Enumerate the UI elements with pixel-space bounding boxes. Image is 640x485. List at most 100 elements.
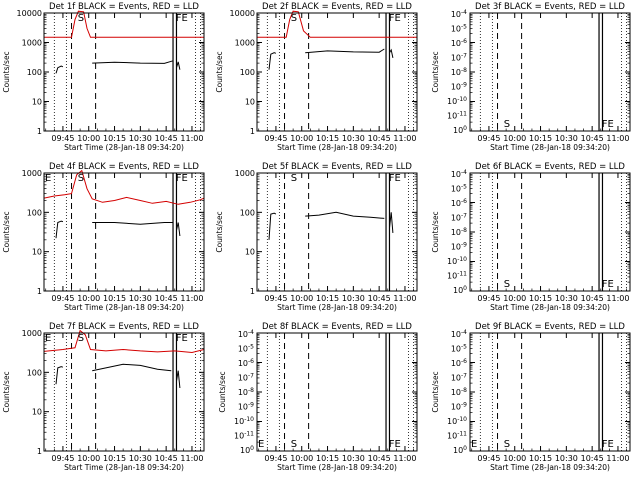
x-tick-label: 09:45 bbox=[51, 294, 74, 303]
x-tick-label: 11:00 bbox=[180, 294, 203, 303]
event-marker-label: FE bbox=[176, 13, 188, 24]
events-series-line bbox=[389, 212, 394, 233]
y-tick-exponent: -5 bbox=[461, 184, 467, 191]
y-tick-exponent: -9 bbox=[461, 82, 467, 89]
y-tick-exponent: -4 bbox=[461, 169, 467, 176]
y-axis-label: Counts/sec bbox=[431, 371, 440, 412]
y-tick-label: 10-5 bbox=[451, 184, 467, 194]
y-tick-label: 100 bbox=[240, 208, 255, 217]
y-tick-label: 10-6 bbox=[451, 198, 467, 208]
x-tick-label: 10:45 bbox=[368, 134, 391, 143]
panel-title: Det 3f BLACK = Events, RED = LLD bbox=[475, 2, 625, 12]
y-tick-label: 10-11 bbox=[447, 271, 467, 281]
y-tick-base: 10 bbox=[240, 446, 250, 455]
event-marker-label: FE bbox=[389, 173, 401, 184]
y-tick-base: 10 bbox=[447, 257, 457, 266]
y-tick-base: 10 bbox=[238, 359, 248, 368]
event-marker-label: S bbox=[78, 173, 84, 184]
y-tick-base: 10 bbox=[447, 432, 457, 441]
event-marker-label: S bbox=[504, 119, 510, 130]
x-tick-label: 09:45 bbox=[264, 134, 287, 143]
event-marker-label: E bbox=[258, 439, 264, 450]
y-tick-base: 10 bbox=[451, 228, 461, 237]
y-tick-label: 10-7 bbox=[451, 373, 467, 383]
x-tick-label: 10:45 bbox=[581, 454, 604, 463]
y-tick-base: 10 bbox=[238, 374, 248, 383]
events-series-line bbox=[305, 48, 385, 54]
x-tick-label: 10:45 bbox=[155, 454, 178, 463]
event-marker-label: FE bbox=[602, 119, 614, 130]
events-series-line bbox=[268, 212, 277, 240]
events-series-line bbox=[176, 61, 181, 70]
detector-panel: Det 5f BLACK = Events, RED = LLD 1000 100 1… bbox=[215, 162, 418, 312]
y-tick-exponent: 0 bbox=[250, 445, 254, 452]
y-tick-exponent: -7 bbox=[248, 373, 254, 380]
y-tick-label: 1 bbox=[250, 287, 255, 296]
x-axis-label: Start Time (28-Jan-18 09:34:20) bbox=[277, 143, 397, 152]
y-axis-label: Counts/sec bbox=[218, 371, 227, 412]
x-tick-label: 10:00 bbox=[290, 134, 313, 143]
x-tick-label: 10:00 bbox=[503, 294, 526, 303]
y-tick-exponent: 0 bbox=[463, 125, 467, 132]
y-tick-base: 10 bbox=[451, 243, 461, 252]
y-tick-exponent: -4 bbox=[248, 329, 254, 336]
y-tick-label: 10-7 bbox=[238, 373, 254, 383]
x-tick-label: 10:00 bbox=[77, 134, 100, 143]
x-tick-label: 10:45 bbox=[581, 134, 604, 143]
event-marker-label: FE bbox=[176, 333, 188, 344]
panel-title: Det 6f BLACK = Events, RED = LLD bbox=[475, 162, 625, 172]
x-tick-label: 10:30 bbox=[129, 134, 152, 143]
y-tick-base: 10 bbox=[238, 403, 248, 412]
detector-panel: Det 2f BLACK = Events, RED = LLD10000100… bbox=[215, 2, 418, 152]
y-tick-label: 10-9 bbox=[238, 402, 254, 412]
y-tick-label: 10-5 bbox=[238, 344, 254, 354]
y-tick-label: 1000 bbox=[235, 39, 255, 48]
y-tick-label: 10 bbox=[32, 408, 42, 417]
y-tick-exponent: -5 bbox=[461, 344, 467, 351]
events-series-line bbox=[92, 60, 174, 64]
x-tick-label: 11:00 bbox=[180, 134, 203, 143]
x-tick-label: 10:30 bbox=[555, 134, 578, 143]
x-axis-label: Start Time (28-Jan-18 09:34:20) bbox=[64, 303, 184, 312]
events-series-line bbox=[176, 370, 181, 389]
y-tick-label: 100 bbox=[453, 445, 467, 455]
event-marker-label: S bbox=[291, 13, 297, 24]
y-tick-base: 10 bbox=[451, 83, 461, 92]
events-series-line bbox=[55, 366, 64, 385]
y-tick-label: 10-7 bbox=[451, 53, 467, 63]
events-series-line bbox=[92, 222, 173, 225]
x-tick-label: 10:15 bbox=[316, 134, 339, 143]
events-series-line bbox=[92, 363, 172, 372]
y-tick-label: 10-9 bbox=[451, 402, 467, 412]
x-tick-label: 10:30 bbox=[342, 454, 365, 463]
y-tick-base: 10 bbox=[447, 112, 457, 121]
lld-series-line bbox=[44, 169, 204, 205]
y-tick-base: 10 bbox=[238, 388, 248, 397]
x-tick-label: 10:15 bbox=[103, 134, 126, 143]
y-tick-label: 1000 bbox=[235, 169, 255, 178]
x-tick-label: 10:00 bbox=[503, 454, 526, 463]
x-tick-label: 10:15 bbox=[529, 134, 552, 143]
y-axis-label: Counts/sec bbox=[215, 51, 224, 92]
x-tick-label: 09:45 bbox=[264, 454, 287, 463]
y-tick-exponent: -5 bbox=[248, 344, 254, 351]
panel-title: Det 8f BLACK = Events, RED = LLD bbox=[262, 322, 412, 332]
x-tick-label: 10:45 bbox=[368, 454, 391, 463]
event-marker-label: S bbox=[291, 439, 297, 450]
y-axis-label: Counts/sec bbox=[431, 51, 440, 92]
y-tick-label: 1000 bbox=[22, 329, 42, 338]
y-tick-base: 10 bbox=[451, 10, 461, 19]
y-tick-label: 10 bbox=[245, 98, 255, 107]
y-tick-exponent: -6 bbox=[461, 38, 467, 45]
plot-frame bbox=[256, 172, 418, 292]
y-tick-label: 10000 bbox=[17, 9, 42, 18]
y-tick-base: 10 bbox=[451, 403, 461, 412]
panel-title: Det 4f BLACK = Events, RED = LLD bbox=[49, 162, 199, 172]
y-tick-exponent: -6 bbox=[461, 358, 467, 365]
y-tick-base: 10 bbox=[451, 54, 461, 63]
y-tick-base: 10 bbox=[451, 68, 461, 77]
x-tick-label: 10:45 bbox=[155, 294, 178, 303]
y-tick-label: 10-4 bbox=[451, 169, 467, 179]
y-tick-label: 10-7 bbox=[451, 213, 467, 223]
